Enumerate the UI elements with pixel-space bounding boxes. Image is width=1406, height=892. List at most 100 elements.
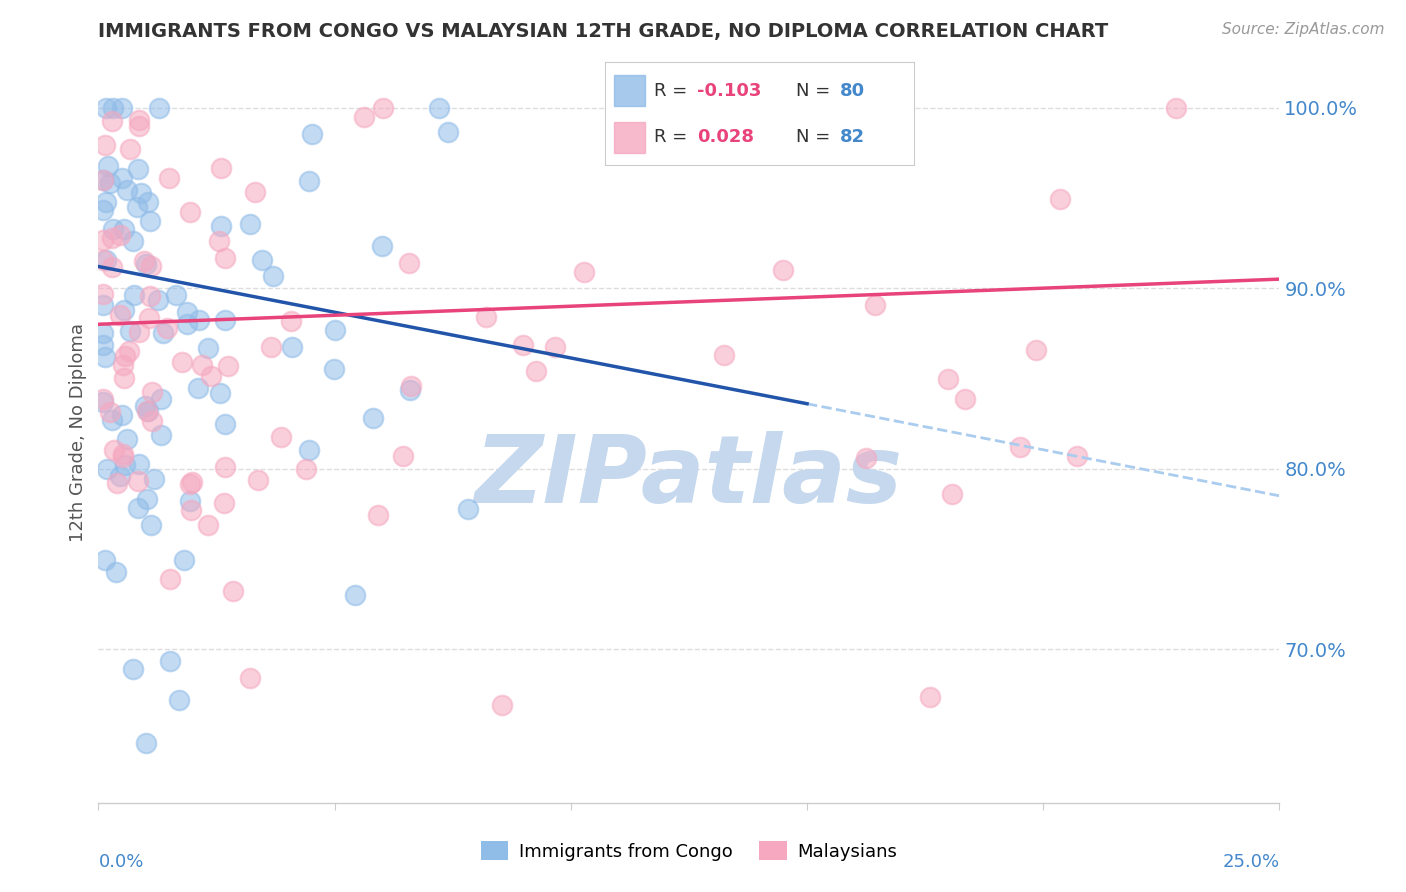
Point [938, 371, 960, 385]
Point [159, 655, 181, 669]
Point [298, 442, 321, 457]
Point [121, 662, 143, 676]
Point [543, 341, 565, 355]
Point [135, 736, 157, 750]
Point [114, 458, 136, 473]
Point [132, 253, 155, 268]
Point [209, 386, 232, 401]
Point [111, 408, 134, 422]
Point [127, 200, 149, 214]
Point [152, 326, 174, 340]
Point [524, 364, 547, 378]
Point [136, 492, 159, 507]
Point [323, 323, 346, 337]
Point [91, 172, 114, 186]
Text: 0.028: 0.028 [697, 128, 755, 146]
Legend: Immigrants from Congo, Malaysians: Immigrants from Congo, Malaysians [474, 834, 904, 868]
Point [111, 101, 134, 115]
Point [127, 501, 149, 516]
Point [94, 553, 117, 567]
Point [112, 222, 135, 236]
Point [91, 298, 114, 312]
Point [191, 358, 214, 372]
Point [141, 385, 163, 400]
Point [122, 288, 145, 302]
Point [259, 340, 281, 354]
Point [170, 355, 193, 369]
Point [165, 288, 187, 302]
Point [491, 698, 513, 713]
Point [114, 349, 136, 363]
Point [167, 693, 190, 707]
Point [94, 101, 117, 115]
Point [361, 410, 384, 425]
Point [1025, 343, 1047, 357]
Text: IMMIGRANTS FROM CONGO VS MALAYSIAN 12TH GRADE, NO DIPLOMA CORRELATION CHART: IMMIGRANTS FROM CONGO VS MALAYSIAN 12TH … [98, 22, 1109, 41]
Point [214, 417, 236, 432]
Point [127, 161, 149, 176]
Point [91, 338, 114, 352]
Point [136, 404, 159, 418]
Point [135, 257, 157, 271]
Point [93, 138, 115, 153]
Point [96, 462, 118, 476]
Point [243, 185, 266, 199]
Point [101, 230, 124, 244]
Point [136, 194, 159, 209]
Point [91, 326, 114, 341]
Point [281, 340, 304, 354]
Point [371, 238, 394, 252]
Point [512, 337, 534, 351]
Point [150, 392, 173, 407]
Point [128, 120, 150, 134]
Point [139, 289, 162, 303]
Point [181, 475, 204, 490]
Point [135, 404, 157, 418]
Point [94, 253, 117, 268]
Point [108, 228, 131, 243]
Point [91, 286, 114, 301]
Point [139, 518, 162, 533]
Point [139, 213, 162, 227]
Point [941, 487, 963, 501]
Point [120, 142, 142, 156]
Point [208, 234, 231, 248]
Point [371, 101, 394, 115]
Point [187, 313, 209, 327]
Text: R =: R = [654, 82, 693, 100]
Point [157, 170, 180, 185]
Point [101, 221, 124, 235]
Point [112, 359, 135, 373]
Point [105, 476, 128, 491]
Point [112, 371, 135, 385]
Point [367, 508, 389, 522]
Text: 25.0%: 25.0% [1222, 854, 1279, 871]
Point [127, 475, 149, 489]
Point [953, 392, 976, 407]
Point [128, 113, 150, 128]
Point [121, 234, 143, 248]
Point [457, 502, 479, 516]
Point [429, 101, 451, 115]
Point [437, 125, 460, 139]
Point [239, 217, 262, 231]
Point [150, 428, 173, 442]
Point [93, 350, 115, 364]
Point [179, 477, 201, 491]
Point [772, 263, 794, 277]
Point [250, 253, 273, 268]
Point [120, 324, 142, 338]
Point [129, 186, 152, 200]
Point [399, 378, 422, 392]
Point [187, 380, 209, 394]
Point [105, 565, 128, 579]
Point [398, 256, 420, 270]
Point [115, 183, 138, 197]
Point [863, 298, 886, 312]
Point [353, 111, 375, 125]
Y-axis label: 12th Grade, No Diploma: 12th Grade, No Diploma [69, 323, 87, 542]
Point [94, 194, 117, 209]
Point [1049, 192, 1071, 206]
Point [138, 311, 160, 326]
Point [141, 414, 163, 428]
